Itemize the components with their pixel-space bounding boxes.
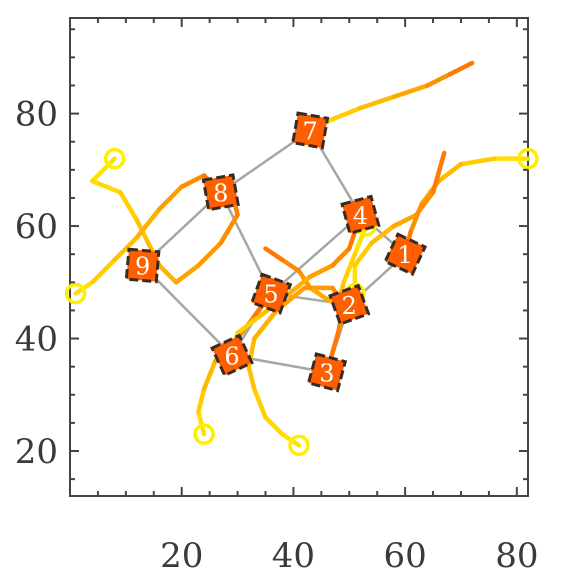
trajectory-segment — [196, 240, 224, 268]
trajectory-segment — [436, 161, 464, 184]
robot-body — [328, 283, 371, 326]
robot-label: 6 — [224, 342, 239, 370]
trajectory-segment — [458, 156, 497, 167]
trajectory-segment — [90, 178, 123, 195]
trajectory-segment — [330, 105, 363, 122]
robot-label: 3 — [319, 359, 334, 387]
start-marker — [64, 282, 87, 305]
robot-4: 4 — [340, 194, 381, 236]
start-marker — [103, 147, 126, 170]
trajectory-segment — [201, 358, 218, 392]
robot-body — [249, 272, 293, 315]
x-tick-label: 40 — [272, 536, 315, 576]
robot-label: 2 — [342, 292, 357, 320]
robot-label: 4 — [353, 202, 368, 230]
trajectory-segment — [196, 409, 207, 437]
robot-body — [124, 247, 161, 284]
trajectory-segment — [279, 257, 302, 274]
start-marker — [193, 423, 215, 445]
y-tick-label: 40 — [15, 320, 58, 360]
trajectory-segment — [246, 364, 257, 392]
trajectory-segment — [112, 235, 140, 263]
trajectory-segment — [179, 173, 207, 189]
x-tick-label: 20 — [160, 536, 203, 576]
robots: 1 2 3 4 5 6 7 8 9 — [124, 111, 428, 393]
trajectory-segment — [341, 251, 358, 285]
trajectory-segment — [90, 156, 117, 184]
robot-6: 6 — [210, 333, 254, 378]
trajectory-segment — [218, 212, 240, 246]
robot-label: 9 — [135, 252, 150, 280]
robot-body — [340, 194, 381, 236]
robot-label: 7 — [303, 117, 318, 145]
trajectory-segment — [118, 190, 140, 223]
trajectory-segment — [307, 285, 330, 302]
trajectory-segment — [352, 240, 374, 268]
start-marker — [288, 434, 310, 457]
trajectory-segment — [134, 206, 162, 240]
robot-body — [291, 111, 330, 150]
x-axis-ticks: 20 40 60 80 — [96, 18, 538, 576]
trajectory-segment — [391, 212, 419, 229]
trajectory-segment — [263, 246, 285, 263]
robot-label: 1 — [397, 241, 412, 269]
robot-body — [383, 232, 428, 277]
y-tick-label: 80 — [15, 95, 58, 135]
trajectory-segment — [414, 190, 436, 218]
robot-7: 7 — [291, 111, 330, 150]
start-marker — [517, 147, 539, 170]
trajectory-segment — [430, 150, 447, 195]
trajectory-segment — [252, 308, 279, 341]
trajectory-segment — [425, 71, 453, 88]
robot-body — [210, 333, 254, 378]
trajectory-segment — [263, 415, 285, 437]
trajectory-segment — [352, 223, 369, 257]
robot-8: 8 — [201, 173, 240, 212]
trajectory-segment — [252, 386, 268, 420]
robot-2: 2 — [328, 283, 371, 326]
trajectory-segment — [196, 386, 207, 414]
trajectory-segment — [369, 223, 397, 246]
trajectory-segment — [157, 263, 179, 285]
robot-body — [306, 352, 348, 393]
trajectory-segment — [358, 94, 397, 111]
y-tick-label: 60 — [15, 207, 58, 247]
robot-9: 9 — [124, 247, 161, 284]
trajectory-segment — [235, 313, 263, 336]
robot-1: 1 — [383, 232, 428, 277]
y-axis-ticks: 20 40 60 80 — [15, 28, 528, 481]
robot-label: 5 — [263, 281, 278, 309]
trajectory-robot-2 — [344, 150, 447, 305]
robot-3: 3 — [306, 352, 348, 393]
trajectory-segment — [391, 83, 430, 99]
robot-body — [201, 173, 240, 212]
robot-label: 8 — [213, 179, 228, 207]
plot-frame — [69, 17, 529, 497]
trajectory-segment — [330, 246, 352, 268]
trajectory-segment — [157, 184, 184, 212]
trajectory-segment — [307, 263, 335, 279]
y-tick-label: 20 — [15, 432, 58, 472]
x-tick-label: 80 — [495, 536, 538, 576]
trajectory-segment — [90, 257, 117, 285]
x-tick-label: 60 — [383, 536, 426, 576]
formation-edge — [270, 213, 362, 295]
robot-5: 5 — [249, 272, 293, 315]
trajectory-robot-9 — [64, 173, 224, 305]
trajectory-segment — [447, 60, 475, 77]
trajectory-segment — [173, 263, 201, 285]
